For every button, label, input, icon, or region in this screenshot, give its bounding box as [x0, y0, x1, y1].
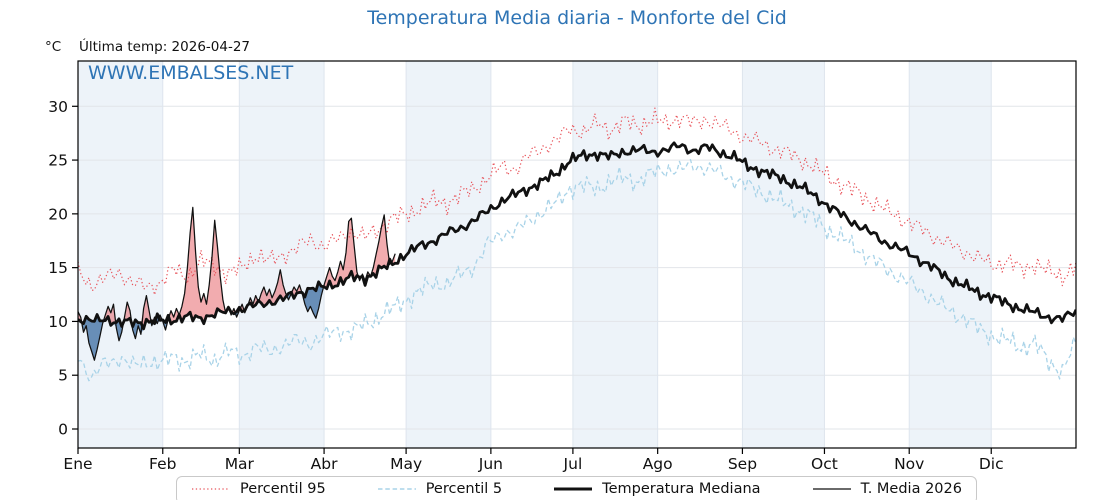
series-percentil-5 [78, 158, 1076, 382]
x-tick-label: Abr [311, 455, 338, 473]
y-tick-label: 20 [48, 205, 68, 223]
x-tick-label: Jun [478, 455, 503, 473]
x-tick-label: Nov [894, 455, 924, 473]
series-percentil-95 [78, 107, 1076, 296]
legend-item-t-media-2026: T. Media 2026 [812, 481, 962, 497]
month-band [909, 61, 992, 448]
x-tick-label: Ene [63, 455, 92, 473]
legend-item-percentil-95: Percentil 95 [191, 481, 326, 497]
x-tick-label: Mar [225, 455, 255, 473]
plot-border [77, 60, 1077, 449]
x-tick-label: Oct [811, 455, 838, 473]
y-tick-label: 15 [48, 259, 68, 277]
y-axis-unit-label: °C [45, 39, 62, 55]
x-tick-label: Dic [979, 455, 1004, 473]
last-temp-label: Última temp: 2026-04-27 [79, 39, 251, 55]
x-tick-label: Ago [643, 455, 673, 473]
y-tick-label: 10 [48, 313, 68, 331]
x-tick-label: May [390, 455, 422, 473]
legend-line-sample [554, 487, 593, 491]
month-band [742, 61, 825, 448]
y-tick-label: 0 [58, 421, 68, 439]
chart-title: Temperatura Media diaria - Monforte del … [367, 7, 787, 29]
legend-label: Temperatura Mediana [602, 481, 761, 497]
y-tick-label: 5 [58, 367, 68, 385]
legend-line-sample [192, 488, 230, 490]
legend-line-sample [377, 488, 416, 490]
chart-legend: Percentil 95 Percentil 5 Temperatura Media… [176, 476, 977, 500]
series-t-media-2026 [78, 206, 396, 361]
legend-label: Percentil 95 [240, 481, 326, 497]
x-tick-label: Sep [728, 455, 757, 473]
month-band [572, 61, 658, 448]
fill-above-median [78, 207, 396, 329]
month-band [406, 61, 491, 448]
y-tick-label: 25 [48, 152, 68, 170]
legend-item-percentil-5: Percentil 5 [377, 481, 502, 497]
month-band [78, 61, 163, 448]
legend-label: T. Media 2026 [860, 481, 962, 497]
legend-item-temperatura-mediana: Temperatura Mediana [553, 481, 761, 497]
y-tick-label: 30 [48, 98, 68, 116]
x-tick-label: Feb [149, 455, 176, 473]
legend-line-sample [812, 488, 851, 490]
x-tick-label: Jul [563, 455, 583, 473]
watermark-text: WWW.EMBALSES.NET [88, 62, 294, 84]
legend-label: Percentil 5 [425, 481, 503, 497]
